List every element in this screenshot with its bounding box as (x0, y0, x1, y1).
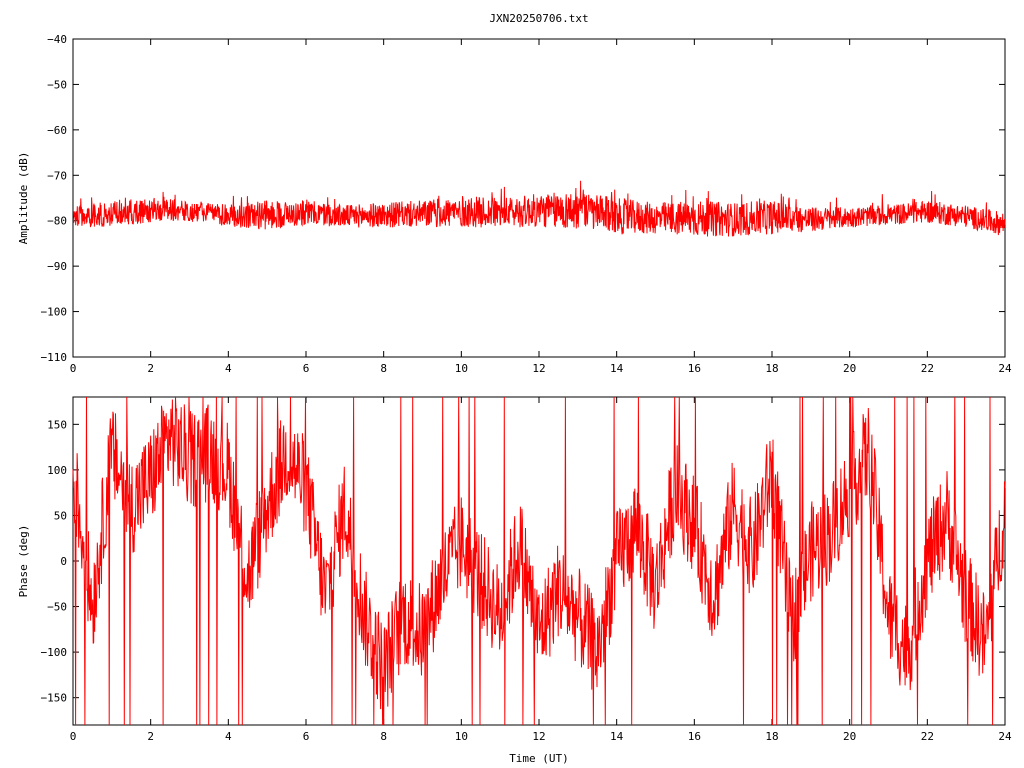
y-tick-label: 50 (54, 509, 67, 522)
x-tick-label: 20 (843, 362, 856, 375)
y-tick-label: −60 (47, 124, 67, 137)
x-tick-label: 18 (765, 730, 778, 743)
x-tick-label: 10 (455, 730, 468, 743)
x-tick-label: 0 (70, 730, 77, 743)
x-tick-label: 4 (225, 362, 232, 375)
x-tick-label: 0 (70, 362, 77, 375)
y-tick-label: 150 (47, 418, 67, 431)
x-tick-label: 4 (225, 730, 232, 743)
y-tick-label: −50 (47, 78, 67, 91)
y-tick-label: −80 (47, 215, 67, 228)
x-tick-label: 2 (147, 730, 154, 743)
phase-ticks: 0 2 4 6 8 10 12 14 16 18 20 22 24150100500−50−100−15… (41, 397, 1012, 743)
x-tick-label: 14 (610, 362, 624, 375)
y-tick-label: −110 (41, 351, 68, 364)
x-tick-label: 8 (380, 730, 387, 743)
x-tick-label: 2 (147, 362, 154, 375)
time-x-axis-label: Time (UT) (509, 752, 569, 765)
phase-panel: 0 2 4 6 8 10 12 14 16 18 20 22 24150100500−50−100−15… (17, 396, 1012, 765)
phase-series (72, 396, 1006, 726)
amplitude-series (72, 180, 1006, 237)
phase-y-axis-label: Phase (deg) (17, 525, 30, 598)
x-tick-label: 12 (532, 730, 545, 743)
y-tick-label: −150 (41, 692, 68, 705)
x-tick-label: 6 (303, 362, 310, 375)
y-tick-label: −50 (47, 601, 67, 614)
x-tick-label: 22 (921, 362, 934, 375)
x-tick-label: 24 (998, 730, 1012, 743)
y-tick-label: −90 (47, 260, 67, 273)
x-tick-label: 16 (688, 362, 701, 375)
x-tick-label: 24 (998, 362, 1012, 375)
y-tick-label: 0 (60, 555, 67, 568)
phase-line (72, 396, 1006, 726)
x-tick-label: 16 (688, 730, 701, 743)
x-tick-label: 10 (455, 362, 468, 375)
y-tick-label: −100 (41, 306, 68, 319)
y-tick-label: 100 (47, 464, 67, 477)
x-tick-label: 12 (532, 362, 545, 375)
x-tick-label: 14 (610, 730, 624, 743)
x-tick-label: 6 (303, 730, 310, 743)
x-tick-label: 18 (765, 362, 778, 375)
amplitude-line (72, 180, 1006, 237)
amplitude-plot-frame (72, 38, 1006, 358)
x-tick-label: 20 (843, 730, 856, 743)
y-tick-label: −100 (41, 646, 68, 659)
y-tick-label: −40 (47, 33, 67, 46)
amplitude-y-axis-label: Amplitude (dB) (17, 152, 30, 245)
amplitude-panel: 0 2 4 6 8 10 12 14 16 18 20 22 24−40−50−60−70−80−90−… (17, 33, 1012, 375)
y-tick-label: −70 (47, 169, 67, 182)
chart-title: JXN20250706.txt (489, 12, 588, 25)
x-tick-label: 8 (380, 362, 387, 375)
x-tick-label: 22 (921, 730, 934, 743)
amplitude-ticks: 0 2 4 6 8 10 12 14 16 18 20 22 24−40−50−60−70−80−90−… (41, 33, 1012, 375)
